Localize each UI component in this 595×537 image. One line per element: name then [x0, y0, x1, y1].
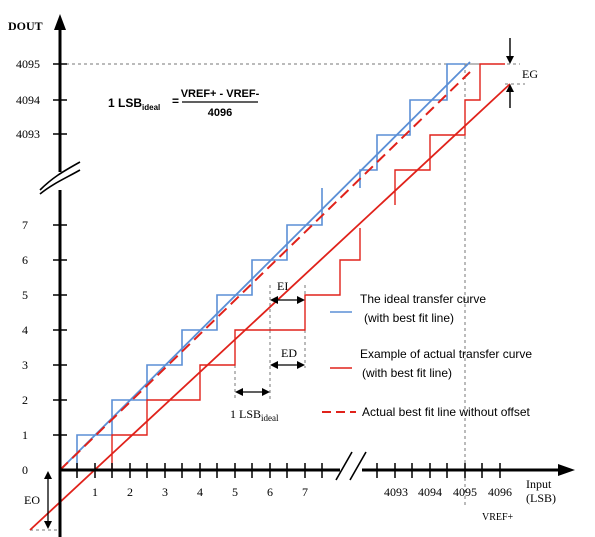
eo-label: EO — [24, 493, 40, 507]
x-tick-label-4: 4 — [197, 485, 203, 499]
y-tick-label-5: 5 — [22, 288, 28, 302]
ideal-best-fit-line — [59, 61, 471, 471]
formula-equals: = — [172, 94, 179, 108]
x-tick-labels: 1 2 3 4 5 6 7 4093 4094 4095 4096 — [92, 485, 512, 499]
y-tick-label-4093: 4093 — [16, 127, 40, 141]
y-tick-label-7: 7 — [22, 218, 28, 232]
axis-breaks — [39, 161, 367, 481]
lsb-formula: 1 LSBideal = VREF+ - VREF- 4096 — [108, 88, 260, 119]
eo-arrow-top-head — [44, 471, 52, 479]
x-tick-label-4095: 4095 — [453, 485, 477, 499]
gain-error-annotation: EG — [505, 38, 538, 108]
x-axis-title-line2: (LSB) — [526, 491, 556, 505]
y-tick-label-2: 2 — [22, 393, 28, 407]
ed-arrow-left-head — [270, 361, 278, 369]
x-tick-label-3: 3 — [162, 485, 168, 499]
actual-staircase-upper — [394, 63, 505, 205]
ei-arrow-left-head — [270, 296, 278, 304]
differential-error-annotation: ED — [270, 346, 305, 369]
legend-dashed-line1: Actual best fit line without offset — [362, 405, 531, 419]
offset-error-annotation: EO — [24, 471, 52, 529]
x-tick-label-5: 5 — [232, 485, 238, 499]
legend-actual-line1: Example of actual transfer curve — [360, 347, 532, 361]
y-tick-label-4094: 4094 — [16, 93, 40, 107]
lsb-arrow-left-head — [235, 388, 243, 396]
x-tick-label-4093: 4093 — [384, 485, 408, 499]
y-tick-marks — [53, 63, 67, 436]
formula-numerator: VREF+ - VREF- — [181, 88, 260, 100]
lsb-width-annotation: 1 LSBideal — [230, 388, 279, 423]
legend-ideal-line2: (with best fit line) — [364, 311, 454, 325]
y-tick-label-4095: 4095 — [16, 57, 40, 71]
x-tick-label-4096: 4096 — [488, 485, 512, 499]
y-axis-break-mark — [39, 161, 81, 195]
actual-best-fit-line-no-offset — [59, 71, 471, 471]
x-tick-label-2: 2 — [127, 485, 133, 499]
y-axis-arrowhead — [54, 14, 66, 30]
ed-label: ED — [281, 346, 297, 360]
legend-item-offset-free: Actual best fit line without offset — [322, 405, 531, 419]
ed-arrow-right-head — [297, 361, 305, 369]
legend-actual-line2: (with best fit line) — [362, 366, 452, 380]
lsb-label: 1 LSBideal — [230, 407, 279, 423]
y-tick-labels: 0 1 2 3 4 5 6 7 4093 4094 4095 — [16, 57, 40, 477]
eo-arrow-bottom-head — [44, 521, 52, 529]
x-tick-label-1: 1 — [92, 485, 98, 499]
eg-arrow-top-head — [506, 56, 514, 64]
ei-label: EI — [277, 279, 288, 293]
y-tick-label-3: 3 — [22, 358, 28, 372]
ei-arrow-right-head — [297, 296, 305, 304]
legend-item-ideal: The ideal transfer curve (with best fit … — [330, 292, 486, 325]
legend: The ideal transfer curve (with best fit … — [322, 292, 532, 419]
actual-staircase-lower — [60, 228, 361, 471]
ideal-staircase-lower — [60, 188, 323, 471]
actual-transfer-curve — [29, 63, 511, 531]
x-axis-break-mark — [335, 451, 367, 481]
integral-error-annotation: EI — [270, 279, 305, 304]
y-tick-label-6: 6 — [22, 253, 28, 267]
y-axis-title: DOUT — [8, 19, 43, 33]
formula-lhs: 1 LSBideal — [108, 96, 160, 112]
ideal-transfer-curve — [59, 61, 471, 471]
x-axis-arrowhead — [558, 464, 575, 476]
eg-arrow-bottom-head — [506, 84, 514, 92]
x-axis-title-line1: Input — [526, 477, 552, 491]
legend-item-actual: Example of actual transfer curve (with b… — [330, 347, 532, 380]
x-tick-label-6: 6 — [267, 485, 273, 499]
ideal-staircase-upper — [359, 63, 465, 188]
vref-label: VREF+ — [482, 512, 514, 523]
x-tick-label-4094: 4094 — [418, 485, 442, 499]
y-tick-label-1: 1 — [22, 428, 28, 442]
y-tick-label-4: 4 — [22, 323, 28, 337]
legend-ideal-line1: The ideal transfer curve — [360, 292, 486, 306]
y-tick-label-0: 0 — [22, 463, 28, 477]
actual-best-fit-line — [29, 83, 511, 531]
lsb-arrow-right-head — [262, 388, 270, 396]
x-tick-label-7: 7 — [302, 485, 308, 499]
formula-denominator: 4096 — [208, 107, 232, 119]
eg-label: EG — [522, 67, 538, 81]
x-tick-marks — [76, 463, 501, 478]
